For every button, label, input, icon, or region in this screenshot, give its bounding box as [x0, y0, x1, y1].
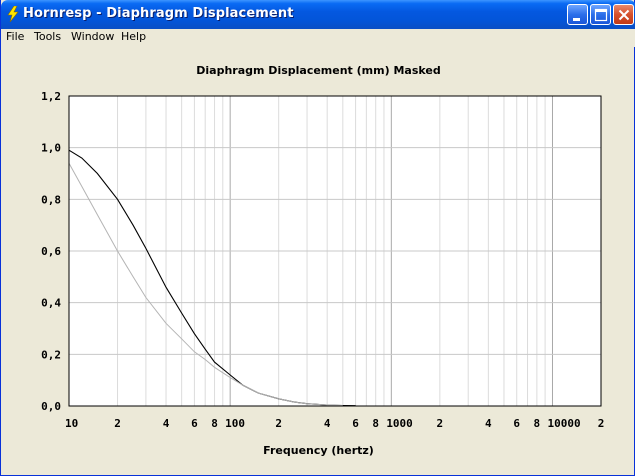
- menu-help[interactable]: Help: [121, 30, 147, 43]
- y-tick-label: 0,8: [41, 193, 61, 206]
- y-tick-label: 0,4: [41, 297, 61, 310]
- x-tick-label: 100: [225, 417, 245, 430]
- x-tick-label: 4: [485, 417, 492, 430]
- maximize-icon: [594, 8, 608, 22]
- x-tick-label: 4: [163, 417, 170, 430]
- series-line-masked: [68, 162, 343, 406]
- x-tick-label: 6: [191, 417, 198, 430]
- x-tick-label: 10: [65, 417, 78, 430]
- minimize-button[interactable]: [567, 4, 588, 25]
- window-title: Hornresp - Diaphragm Displacement: [23, 6, 294, 21]
- maximize-button[interactable]: [590, 4, 611, 25]
- y-tick-label: 0,0: [41, 400, 61, 413]
- y-tick-label: 0,6: [41, 245, 61, 258]
- menu-file[interactable]: File: [6, 30, 25, 43]
- y-tick-label: 1,0: [41, 142, 61, 155]
- x-tick-label: 2: [114, 417, 121, 430]
- menu-window[interactable]: Window: [71, 30, 115, 43]
- app-lightning-icon: [7, 6, 19, 22]
- x-tick-label: 8: [534, 417, 541, 430]
- y-tick-label: 1,2: [41, 90, 61, 103]
- x-tick-label: 6: [513, 417, 520, 430]
- x-tick-label: 8: [211, 417, 218, 430]
- plot-frame: [68, 95, 602, 407]
- y-tick-label: 0,2: [41, 348, 61, 361]
- x-tick-label: 2: [598, 417, 605, 430]
- x-tick-label: 1000: [386, 417, 413, 430]
- menu-bar: File Tools Window Help: [1, 29, 635, 47]
- close-icon: [618, 9, 630, 21]
- title-bar[interactable]: Hornresp - Diaphragm Displacement: [1, 0, 635, 29]
- x-tick-label: 6: [352, 417, 359, 430]
- close-button[interactable]: [613, 4, 634, 25]
- minimize-icon: [573, 18, 580, 21]
- x-tick-label: 2: [437, 417, 444, 430]
- x-axis-label: Frequency (hertz): [263, 444, 374, 457]
- chart-title: Diaphragm Displacement (mm) Masked: [196, 64, 441, 77]
- x-tick-label: 8: [372, 417, 379, 430]
- x-tick-label: 2: [275, 417, 282, 430]
- x-tick-label: 4: [324, 417, 331, 430]
- menu-tools[interactable]: Tools: [34, 30, 62, 43]
- x-tick-label: 10000: [547, 417, 580, 430]
